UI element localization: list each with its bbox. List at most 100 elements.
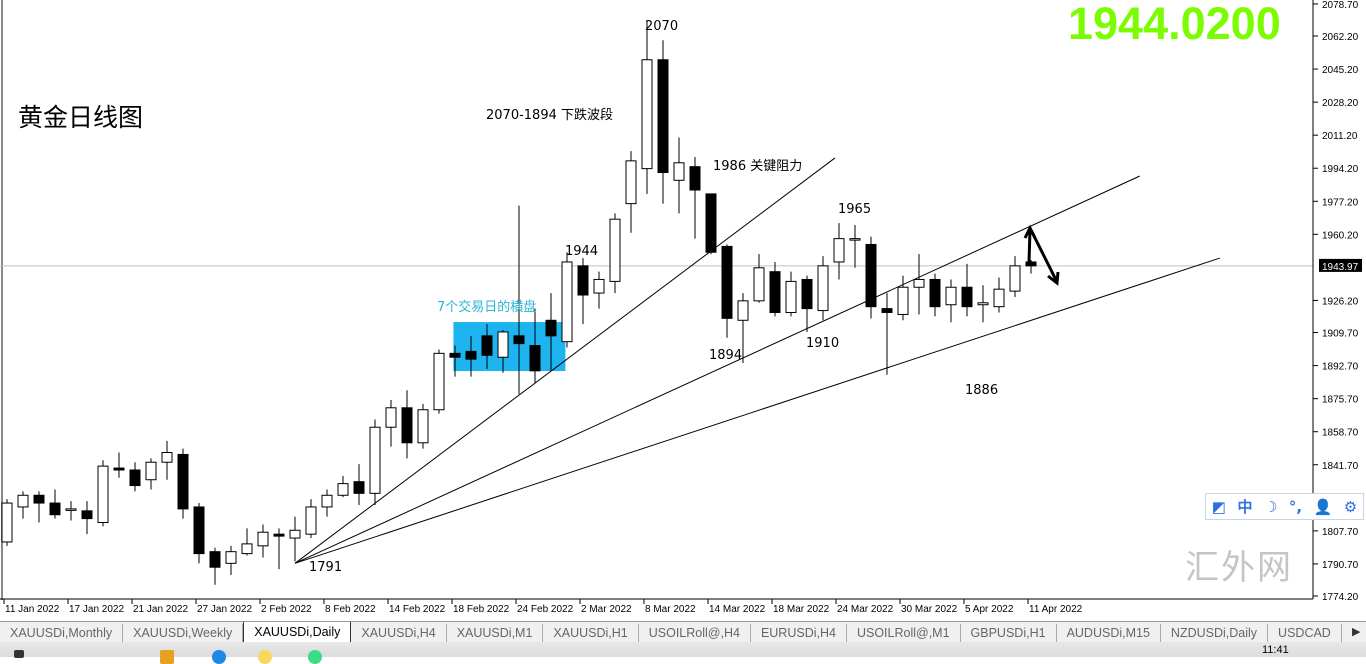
start-icon[interactable] [14, 650, 24, 658]
x-tick-label: 11 Jan 2022 [5, 604, 60, 615]
y-tick-label: 1774.20 [1322, 592, 1359, 603]
candle-body-down [881, 308, 893, 314]
candle [929, 273, 941, 317]
tab-scroll-right-icon[interactable]: ▶ [1352, 625, 1361, 638]
tab-xauusdi-daily[interactable]: XAUUSDi,Daily [243, 622, 352, 642]
x-tick-label: 14 Mar 2022 [709, 604, 766, 615]
candle [289, 516, 301, 562]
candle-body-up [433, 352, 445, 411]
candle-body-down [545, 319, 557, 337]
candle [1, 499, 13, 546]
x-tick-label: 21 Jan 2022 [133, 604, 188, 615]
candle-body-down [449, 352, 461, 358]
candle [577, 258, 589, 325]
y-tick-label: 2078.70 [1322, 0, 1359, 11]
candle-body-down [81, 510, 93, 520]
annotation-label: 1886 [965, 383, 998, 398]
candle-body-up [369, 426, 381, 494]
y-tick-label: 1960.20 [1322, 230, 1359, 241]
x-tick-label: 5 Apr 2022 [965, 604, 1014, 615]
annotation-label: 1910 [806, 336, 839, 351]
ime-toolbar: ◩ 中 ☽ °, 👤 ⚙ [1205, 493, 1364, 520]
candle [33, 491, 45, 523]
candle-body-up [737, 300, 749, 321]
x-tick-label: 2 Mar 2022 [581, 604, 632, 615]
candle [49, 489, 61, 519]
candle [449, 345, 461, 377]
app-icon[interactable] [258, 650, 272, 664]
candle [177, 448, 189, 519]
candle [977, 285, 989, 323]
trendline-2[interactable] [294, 175, 1141, 564]
tab-usoilroll-m1[interactable]: USOILRoll@,M1 [847, 624, 961, 642]
tab-xauusdi-h1[interactable]: XAUUSDi,H1 [543, 624, 639, 642]
tab-nzdusdi-daily[interactable]: NZDUSDi,Daily [1161, 624, 1269, 642]
candle-body-down [721, 245, 733, 319]
tab-gbpusdi-h1[interactable]: GBPUSDi,H1 [961, 624, 1057, 642]
browser-icon[interactable] [212, 650, 226, 664]
tab-xauusdi-m1[interactable]: XAUUSDi,M1 [447, 624, 544, 642]
chart-tabs: XAUUSDi,Monthly XAUUSDi,Weekly XAUUSDi,Dai… [0, 622, 1346, 642]
candle-body-up [993, 288, 1005, 308]
candle-body-up [609, 218, 621, 282]
taskbar-clock: 11:41 [1262, 644, 1289, 656]
candle-body-up [321, 494, 333, 508]
candle-body-up [977, 302, 989, 306]
candle [961, 263, 973, 317]
candle-body-down [769, 271, 781, 314]
moon-icon[interactable]: ☽ [1263, 497, 1278, 516]
y-tick-label: 1909.70 [1322, 329, 1359, 340]
y-tick-label: 1858.70 [1322, 428, 1359, 439]
y-tick-label: 1790.70 [1322, 560, 1359, 571]
candle [945, 279, 957, 323]
y-tick-label: 1841.70 [1322, 461, 1359, 472]
user-icon[interactable]: 👤 [1313, 497, 1333, 516]
tab-xauusdi-weekly[interactable]: XAUUSDi,Weekly [123, 624, 244, 642]
x-tick-label: 24 Feb 2022 [517, 604, 574, 615]
candle-body-down [961, 286, 973, 308]
tab-xauusdi-monthly[interactable]: XAUUSDi,Monthly [0, 624, 124, 642]
candlestick-chart[interactable]: 2070 2070-1894 下跌波段 1986 关键阻力 1965 1944 7个交易日… [0, 0, 1366, 621]
candle-body-up [753, 267, 765, 302]
candle [593, 271, 605, 309]
tab-usoilroll-h4[interactable]: USOILRoll@,H4 [639, 624, 751, 642]
tab-audusdi-m15[interactable]: AUDUSDi,M15 [1057, 624, 1161, 642]
candle-body-down [273, 533, 285, 537]
annotation-label: 1986 关键阻力 [713, 159, 802, 174]
folder-icon[interactable] [160, 650, 174, 664]
trendline-1[interactable] [294, 157, 836, 564]
x-tick-label: 8 Feb 2022 [325, 604, 376, 615]
gear-icon[interactable]: ⚙ [1343, 497, 1358, 516]
x-tick-label: 11 Apr 2022 [1029, 604, 1083, 615]
candle [417, 403, 429, 449]
candle-body-up [945, 286, 957, 306]
candle-body-down [353, 481, 365, 494]
candle-body-up [337, 483, 349, 496]
chat-icon[interactable] [308, 650, 322, 664]
candle-body-up [305, 506, 317, 535]
edit-icon[interactable]: ◩ [1211, 497, 1226, 516]
chinese-input-icon[interactable]: 中 [1237, 498, 1253, 516]
candle [865, 236, 877, 319]
tab-eurusdi-h4[interactable]: EURUSDi,H4 [751, 624, 847, 642]
candle [145, 458, 157, 490]
punctuation-icon[interactable]: °, [1288, 497, 1303, 516]
x-tick-label: 17 Jan 2022 [69, 604, 124, 615]
y-tick-label: 1977.20 [1322, 197, 1359, 208]
candle [993, 277, 1005, 313]
candle [849, 225, 861, 268]
tab-usdcad[interactable]: USDCAD [1268, 624, 1342, 642]
tab-xauusdi-h4[interactable]: XAUUSDi,H4 [351, 624, 447, 642]
candle [753, 254, 765, 303]
candle-body-up [561, 261, 573, 343]
y-tick-label: 2011.20 [1322, 131, 1358, 142]
candle-body-down [801, 278, 813, 310]
candle [705, 193, 717, 255]
candle [497, 330, 509, 373]
candle [673, 137, 685, 214]
candle [193, 503, 205, 564]
candle-body-down [529, 345, 541, 372]
arrow-down-icon [1030, 231, 1060, 286]
annotation-label: 1944 [565, 244, 598, 259]
trendline-3[interactable] [294, 257, 1220, 564]
